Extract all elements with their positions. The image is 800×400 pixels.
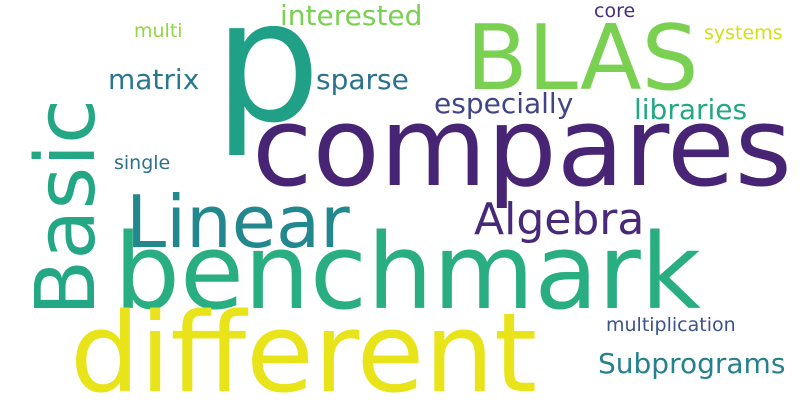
word-subprograms: Subprograms xyxy=(598,347,786,380)
word-systems: systems xyxy=(704,22,783,44)
word-single: single xyxy=(114,152,171,174)
word-basic: Basic xyxy=(19,98,114,316)
word-matrix: matrix xyxy=(108,63,200,96)
word-benchmark: benchmark xyxy=(114,211,702,333)
word-libraries: libraries xyxy=(634,93,748,126)
word-blas: BLAS xyxy=(466,6,699,111)
word-especially: especially xyxy=(434,87,574,120)
word-core: core xyxy=(594,0,636,22)
word-p: p xyxy=(214,0,321,160)
word-different: different xyxy=(70,289,538,400)
word-linear: Linear xyxy=(126,180,350,264)
word-multi: multi xyxy=(134,20,183,42)
word-sparse: sparse xyxy=(316,63,409,96)
word-interested: interested xyxy=(280,0,423,32)
word-multiplication: multiplication xyxy=(606,314,736,336)
word-compares: compares xyxy=(252,83,792,211)
word-algebra: Algebra xyxy=(474,194,645,245)
